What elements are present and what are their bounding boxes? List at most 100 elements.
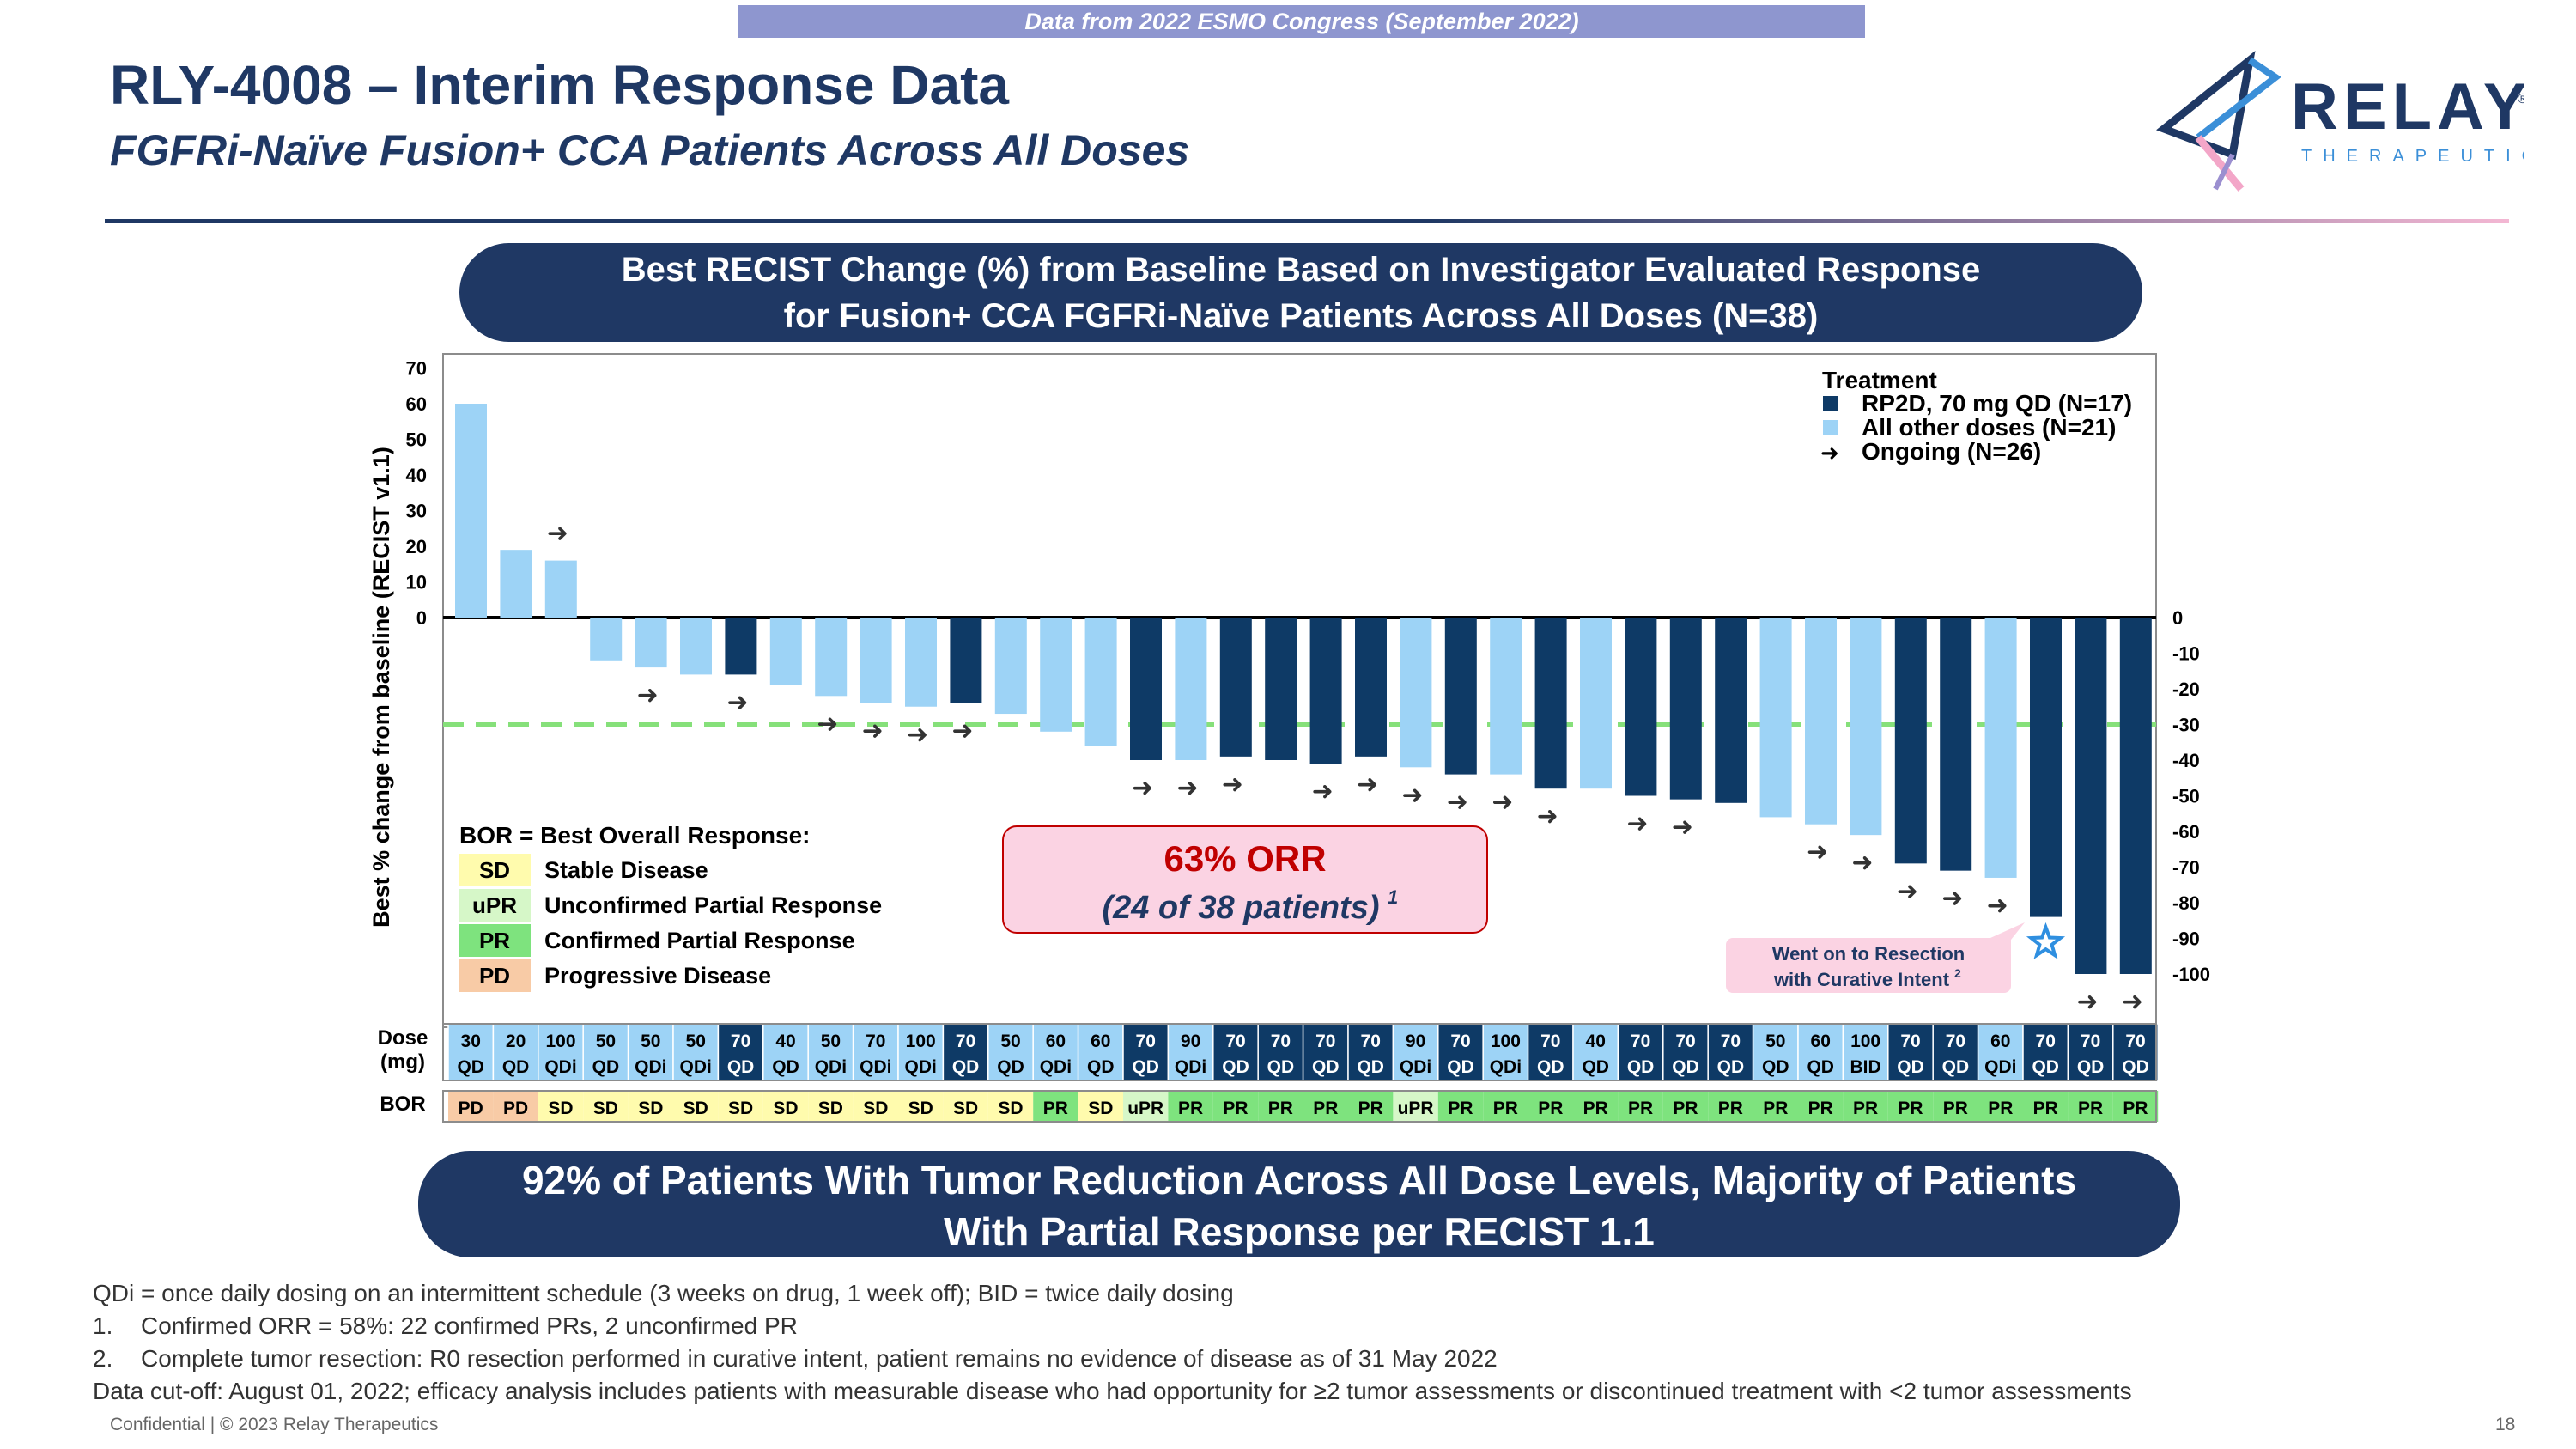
dose-schedule: QD <box>1897 1057 1924 1077</box>
left-tick-label: 20 <box>406 536 427 557</box>
dose-schedule: QDi <box>1040 1057 1072 1077</box>
bor-value: SD <box>908 1099 933 1118</box>
dose-value: 60 <box>1990 1032 2010 1051</box>
dose-value: 100 <box>1491 1032 1521 1051</box>
star-icon <box>2026 922 2066 959</box>
footnote-1-number: 1. <box>93 1312 113 1339</box>
bar-patient-1 <box>455 404 487 618</box>
dose-value: 70 <box>1361 1032 1381 1051</box>
right-tick-label: -90 <box>2172 928 2200 950</box>
bor-cell <box>1393 1091 1438 1122</box>
bar-patient-22 <box>1400 618 1432 768</box>
right-tick-label: -50 <box>2172 786 2200 807</box>
dose-cell <box>1437 1023 1484 1081</box>
dose-schedule: QD <box>997 1057 1024 1077</box>
dose-value: 70 <box>866 1032 885 1051</box>
bor-value: PR <box>2078 1099 2103 1118</box>
bor-cell <box>1212 1091 1259 1122</box>
bor-cell <box>898 1091 944 1122</box>
ongoing-arrow-icon: ➜ <box>1807 837 1828 868</box>
legend-swatch-rp2d <box>1823 396 1838 411</box>
orr-box <box>1002 825 1488 934</box>
dose-schedule: QD <box>2032 1057 2059 1077</box>
dose-value: 70 <box>956 1032 975 1051</box>
bor-cell <box>493 1091 538 1122</box>
dose-value: 70 <box>2081 1032 2100 1051</box>
bar-patient-13 <box>994 618 1027 715</box>
bor-value: PR <box>1358 1099 1383 1118</box>
dose-cell <box>1347 1023 1394 1081</box>
bor-legend-swatch <box>459 924 531 957</box>
chart-header-line-1: Best RECIST Change (%) from Baseline Bas… <box>621 251 1981 289</box>
bor-legend-code: PR <box>479 928 510 953</box>
right-tick-label: 0 <box>2172 607 2183 629</box>
bar-patient-35 <box>1984 618 2017 878</box>
bor-value: PR <box>1268 1099 1293 1118</box>
bor-legend-code: PD <box>479 963 510 989</box>
ongoing-arrow-icon: ➜ <box>862 716 884 746</box>
ongoing-arrow-icon: ➜ <box>2122 987 2143 1017</box>
bor-cell <box>762 1091 809 1122</box>
dose-schedule: QD <box>952 1057 980 1077</box>
bor-cell <box>1798 1091 1844 1122</box>
dose-value: 20 <box>506 1032 526 1051</box>
legend-rp2d: RP2D, 70 mg QD (N=17) <box>1862 390 2132 417</box>
data-source-banner: Data from 2022 ESMO Congress (September … <box>738 5 1865 38</box>
bor-value: PR <box>1583 1099 1608 1118</box>
bor-value: PR <box>1223 1099 1248 1118</box>
bar-patient-3 <box>544 560 577 618</box>
dose-value: 70 <box>1540 1032 1560 1051</box>
bor-value: SD <box>953 1099 978 1118</box>
bor-cell <box>1123 1091 1169 1122</box>
bor-value: PR <box>1493 1099 1518 1118</box>
ongoing-arrow-icon: ➜ <box>1537 801 1558 831</box>
dose-value: 70 <box>1631 1032 1650 1051</box>
bor-cell <box>1573 1091 1619 1122</box>
ongoing-arrow-icon: ➜ <box>637 680 659 710</box>
orr-footnote-mark: 1 <box>1388 886 1398 908</box>
ongoing-arrow-icon: ➜ <box>2076 987 2098 1017</box>
title-divider <box>105 219 2509 223</box>
treatment-legend: Treatment RP2D, 70 mg QD (N=17) All othe… <box>1820 367 2132 466</box>
bor-cell <box>987 1091 1034 1122</box>
dose-schedule: QD <box>1627 1057 1655 1077</box>
bor-value: PR <box>2123 1099 2148 1118</box>
ongoing-arrow-icon: ➜ <box>817 709 838 739</box>
dose-schedule: QD <box>502 1057 530 1077</box>
bor-cell <box>1708 1091 1753 1122</box>
right-tick-label: -60 <box>2172 821 2200 843</box>
dose-schedule: QDi <box>680 1057 712 1077</box>
left-tick-label: 60 <box>406 393 427 415</box>
left-tick-label: 10 <box>406 572 427 594</box>
bor-legend-label: Stable Disease <box>544 857 708 883</box>
ongoing-arrow-icon: ➜ <box>1132 773 1153 803</box>
orr-headline: 63% ORR <box>1163 838 1326 879</box>
bor-value: PR <box>1853 1099 1878 1118</box>
bar-patient-32 <box>1850 618 1882 836</box>
bor-value: PR <box>1988 1099 2013 1118</box>
bar-patient-28 <box>1669 618 1702 800</box>
bar-patient-19 <box>1265 618 1297 760</box>
bar-patient-38 <box>2119 618 2152 974</box>
dose-value: 50 <box>1765 1032 1785 1051</box>
dose-schedule: QD <box>2122 1057 2149 1077</box>
dose-schedule: QDi <box>1490 1057 1522 1077</box>
dose-value: 70 <box>1450 1032 1470 1051</box>
bor-row-frame <box>442 1090 2157 1123</box>
right-tick-label: -40 <box>2172 750 2200 771</box>
dose-cell <box>1212 1023 1259 1081</box>
bar-patient-4 <box>590 618 623 661</box>
bor-row: PD PD SD SD SD SD SD SD SD SD SD SD SD PR SD uPR PR PR PR P… <box>448 1091 2159 1122</box>
legend-arrow-icon: ➜ <box>1820 441 1839 466</box>
bar-patient-36 <box>2030 618 2062 917</box>
bar-patient-11 <box>905 618 937 707</box>
bor-legend-label: Unconfirmed Partial Response <box>544 892 882 918</box>
dose-schedule: QD <box>1762 1057 1789 1077</box>
bor-value: SD <box>1088 1099 1113 1118</box>
bor-value: SD <box>863 1099 888 1118</box>
dose-value: 100 <box>1850 1032 1880 1051</box>
ongoing-arrow-icon: ➜ <box>951 716 973 746</box>
dose-value: 50 <box>1000 1032 1020 1051</box>
orr-callout: 63% ORR (24 of 38 patients) 1 <box>1002 825 1488 934</box>
ongoing-arrow-icon: ➜ <box>1176 773 1198 803</box>
